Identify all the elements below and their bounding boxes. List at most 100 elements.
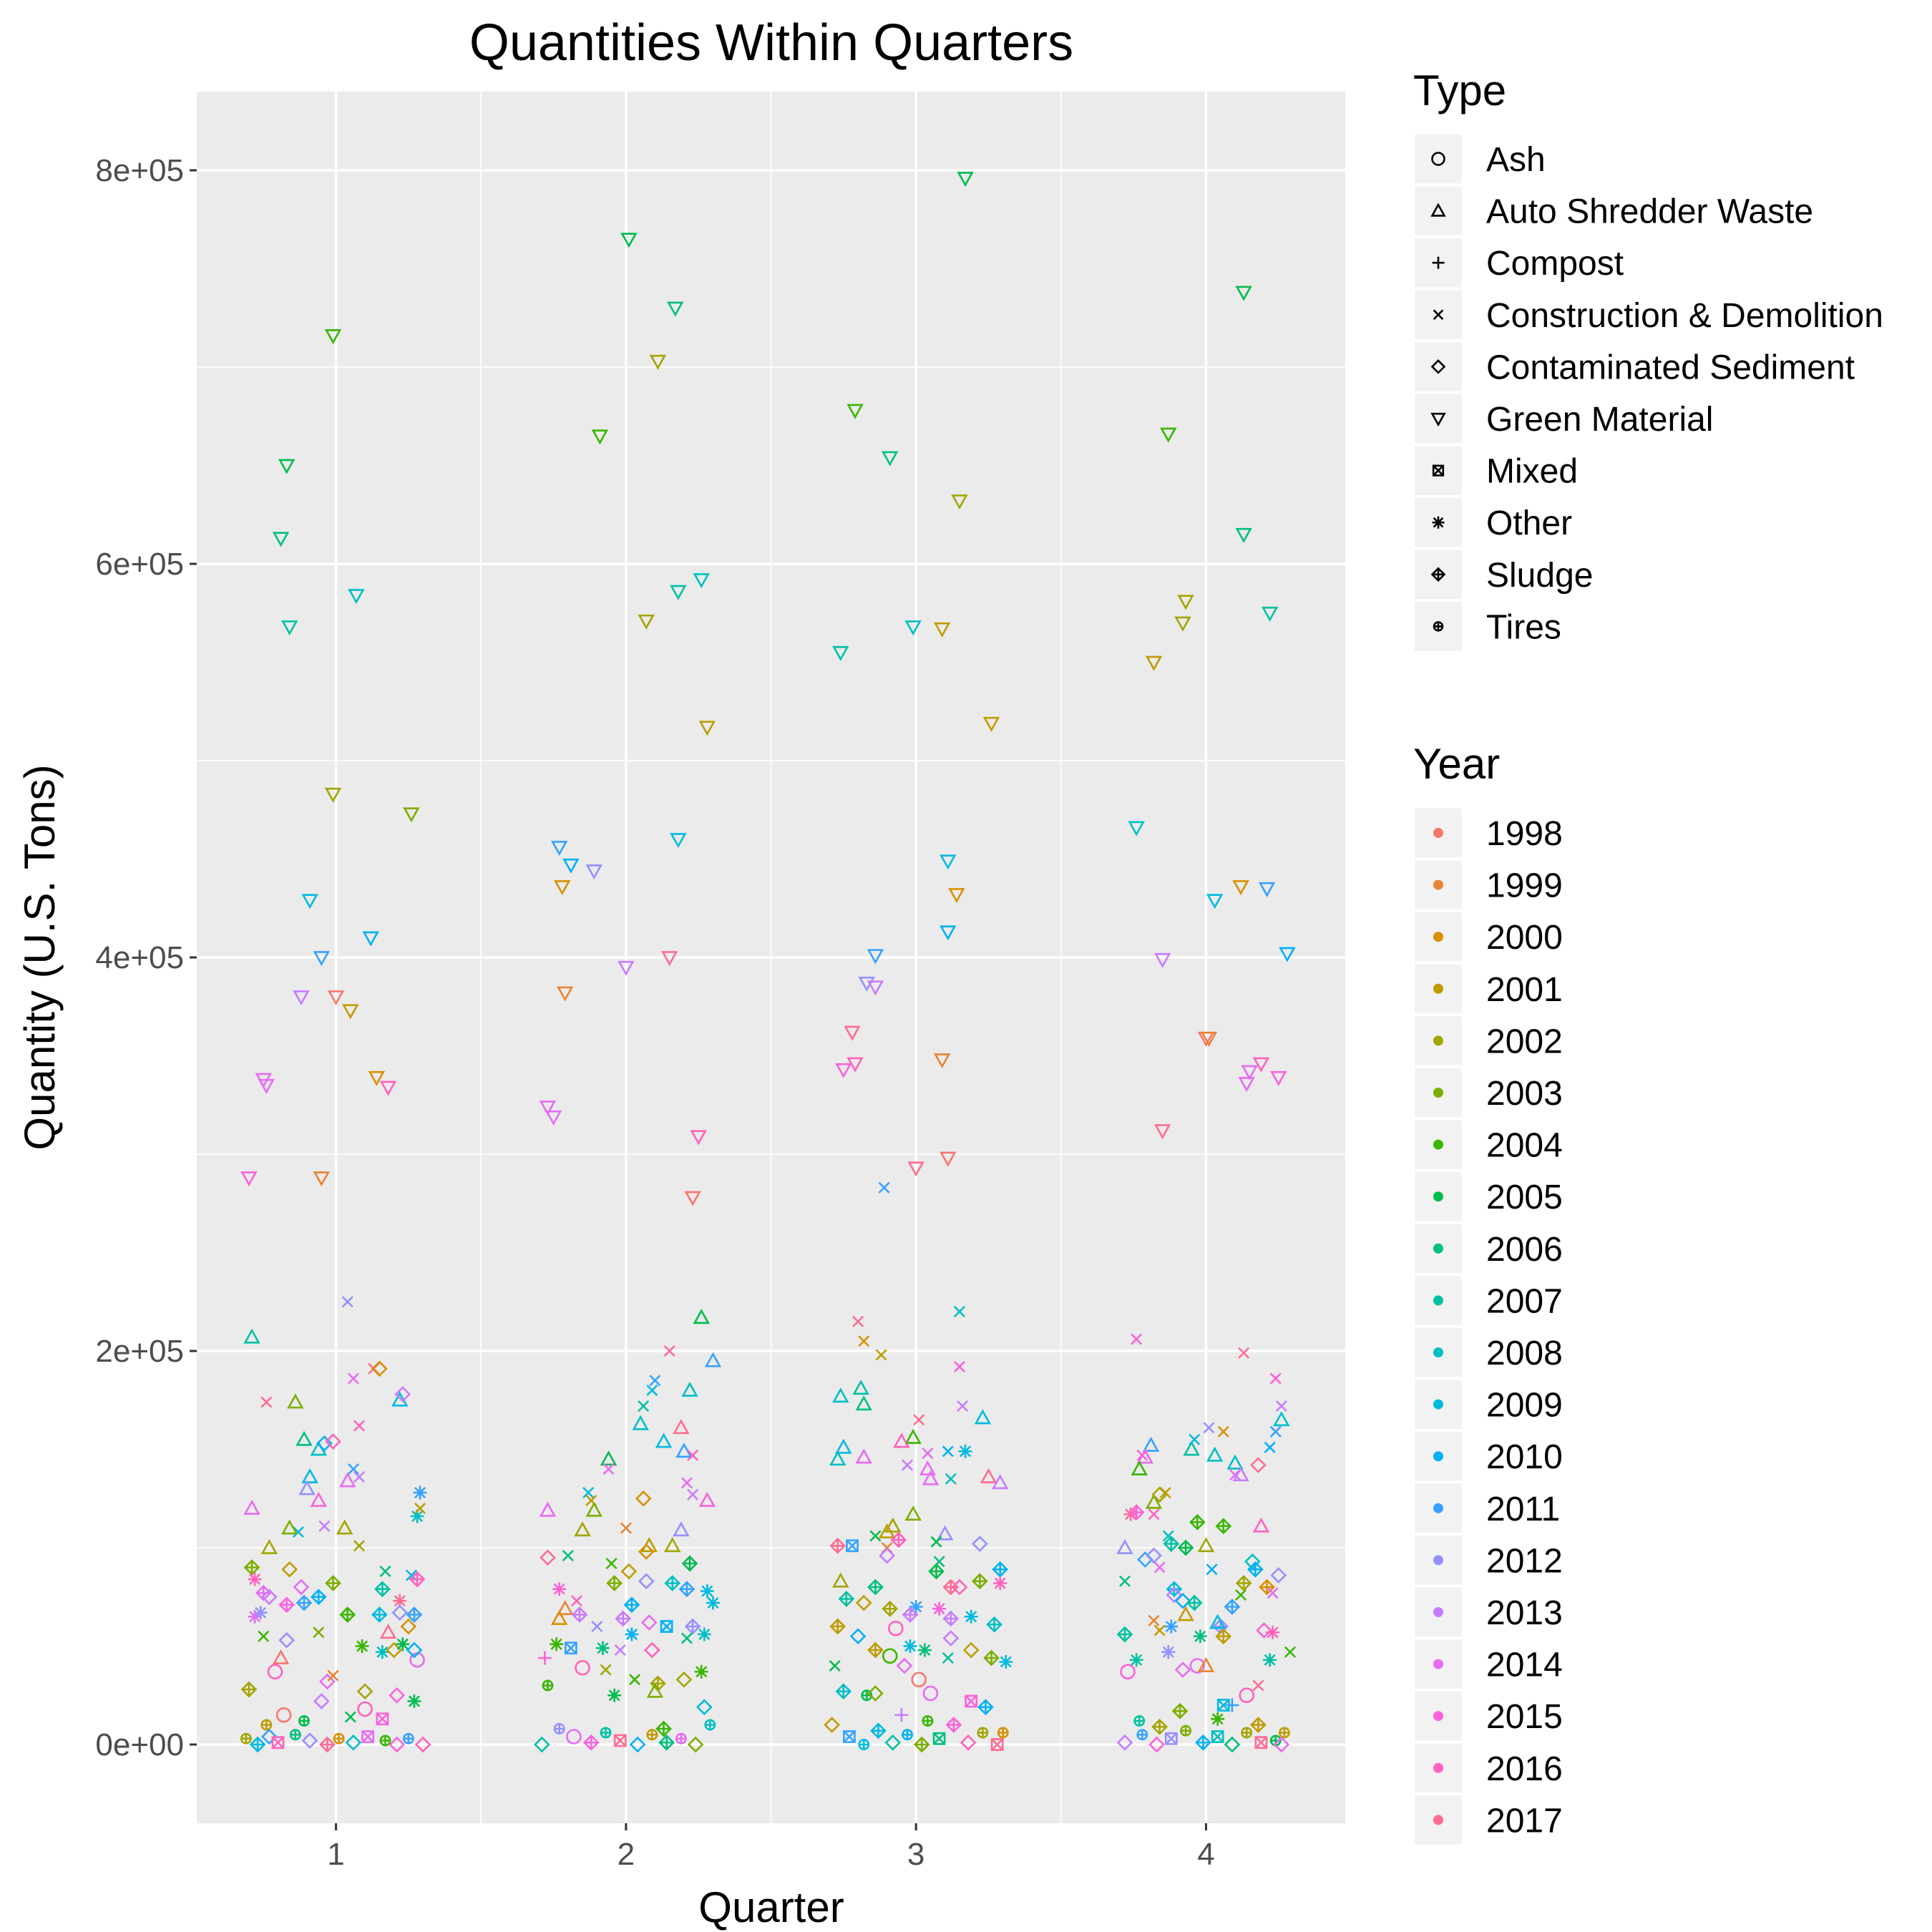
data-point: [379, 1624, 397, 1639]
data-point: [852, 1380, 869, 1395]
data-point: [361, 1730, 375, 1743]
data-point: [1247, 1561, 1264, 1578]
legend-year-label: 2016: [1486, 1750, 1563, 1788]
legend-color-dot: [1433, 1243, 1443, 1254]
data-point: [362, 931, 379, 947]
data-point: [355, 1639, 369, 1653]
data-point: [1250, 1717, 1267, 1733]
data-point: [896, 1657, 913, 1674]
data-point: [356, 1683, 374, 1700]
legend-color-dot: [1433, 1139, 1443, 1150]
data-point: [1252, 1679, 1264, 1692]
data-point: [620, 233, 638, 248]
data-point: [953, 1305, 965, 1318]
data-point: [829, 1618, 847, 1635]
data-point: [922, 1470, 940, 1485]
y-tick-label: 4e+05: [95, 940, 184, 975]
data-point: [855, 1448, 872, 1464]
data-point: [319, 1736, 336, 1753]
data-point: [693, 1309, 710, 1324]
legend-color-dot: [1433, 932, 1443, 942]
data-point: [1224, 1599, 1241, 1615]
data-point: [628, 1674, 641, 1686]
data-point: [1244, 1553, 1261, 1570]
data-point: [1269, 1425, 1282, 1438]
legend-year: Year 1998 1999 2000 2001 2002 2003 2004 2005 200…: [1413, 740, 1563, 1845]
legend-color-dot: [1433, 1035, 1443, 1046]
data-point: [1197, 1537, 1215, 1553]
data-point: [867, 1685, 884, 1702]
data-point: [301, 894, 318, 909]
legend-color-dot: [1433, 1347, 1443, 1357]
data-point: [977, 1699, 994, 1716]
data-point: [600, 1664, 612, 1676]
legend-year-title: Year: [1413, 740, 1500, 788]
data-point: [879, 1547, 895, 1564]
data-point: [1279, 947, 1296, 962]
data-point: [1263, 1653, 1277, 1667]
data-point: [1146, 1547, 1162, 1564]
legend-symbol: [1433, 309, 1444, 321]
data-point: [867, 949, 884, 965]
data-point: [1145, 1493, 1163, 1509]
data-point: [325, 1575, 341, 1591]
legend-symbol: [1432, 516, 1445, 529]
data-point: [675, 1671, 693, 1688]
data-point: [272, 1649, 290, 1664]
data-point: [414, 1736, 431, 1753]
data-point: [680, 1477, 693, 1489]
data-point: [1174, 1592, 1191, 1609]
data-point: [618, 960, 635, 976]
data-point: [260, 1719, 273, 1731]
data-point: [1261, 606, 1279, 622]
data-point: [1235, 1589, 1247, 1601]
chart-title: Quantities Within Quarters: [469, 14, 1073, 72]
data-point: [670, 833, 687, 849]
legend-year-item: 2008: [1415, 1327, 1563, 1377]
data-point: [407, 1694, 421, 1708]
data-point: [911, 1672, 927, 1688]
data-point: [922, 1715, 934, 1727]
legend-type-item: Compost: [1415, 238, 1624, 288]
data-point: [990, 1738, 1004, 1751]
data-point: [313, 1693, 330, 1709]
data-point: [1174, 616, 1191, 632]
data-point: [614, 1644, 626, 1657]
legend-year-label: 2015: [1486, 1698, 1563, 1736]
data-point: [922, 1447, 934, 1460]
data-point: [409, 1571, 426, 1588]
data-point: [1160, 427, 1177, 443]
data-point: [344, 1711, 356, 1723]
data-point: [1129, 1653, 1143, 1667]
legend-year-label: 2007: [1486, 1282, 1563, 1320]
data-point: [1116, 1538, 1133, 1554]
data-point: [357, 1701, 373, 1717]
data-point: [353, 1540, 366, 1552]
data-point: [843, 1730, 856, 1743]
data-point: [942, 1652, 954, 1664]
data-point: [371, 1360, 388, 1377]
legend-symbol: [1433, 621, 1444, 632]
y-tick-label: 6e+05: [95, 547, 184, 582]
legend-key: [1415, 394, 1462, 444]
legend-year-item: 2002: [1415, 1016, 1563, 1065]
data-point: [1186, 1594, 1203, 1611]
data-point: [585, 1501, 602, 1517]
legend-year-label: 1998: [1486, 815, 1563, 853]
data-point: [832, 1387, 849, 1403]
data-point: [962, 1641, 980, 1659]
data-point: [296, 1594, 313, 1611]
data-point: [292, 1526, 304, 1538]
data-point: [991, 1474, 1009, 1490]
legend-year-item: 2013: [1415, 1587, 1563, 1637]
data-point: [313, 1626, 325, 1639]
data-point: [974, 1409, 992, 1425]
data-point: [557, 1600, 574, 1616]
x-tick-label: 4: [1197, 1837, 1214, 1872]
data-point: [646, 1729, 658, 1741]
data-point: [1235, 1575, 1252, 1591]
data-point: [965, 1694, 978, 1708]
data-point: [903, 1639, 917, 1653]
x-axis-title: Quarter: [698, 1883, 844, 1931]
legend-type-item: Construction & Demolition: [1415, 290, 1883, 340]
